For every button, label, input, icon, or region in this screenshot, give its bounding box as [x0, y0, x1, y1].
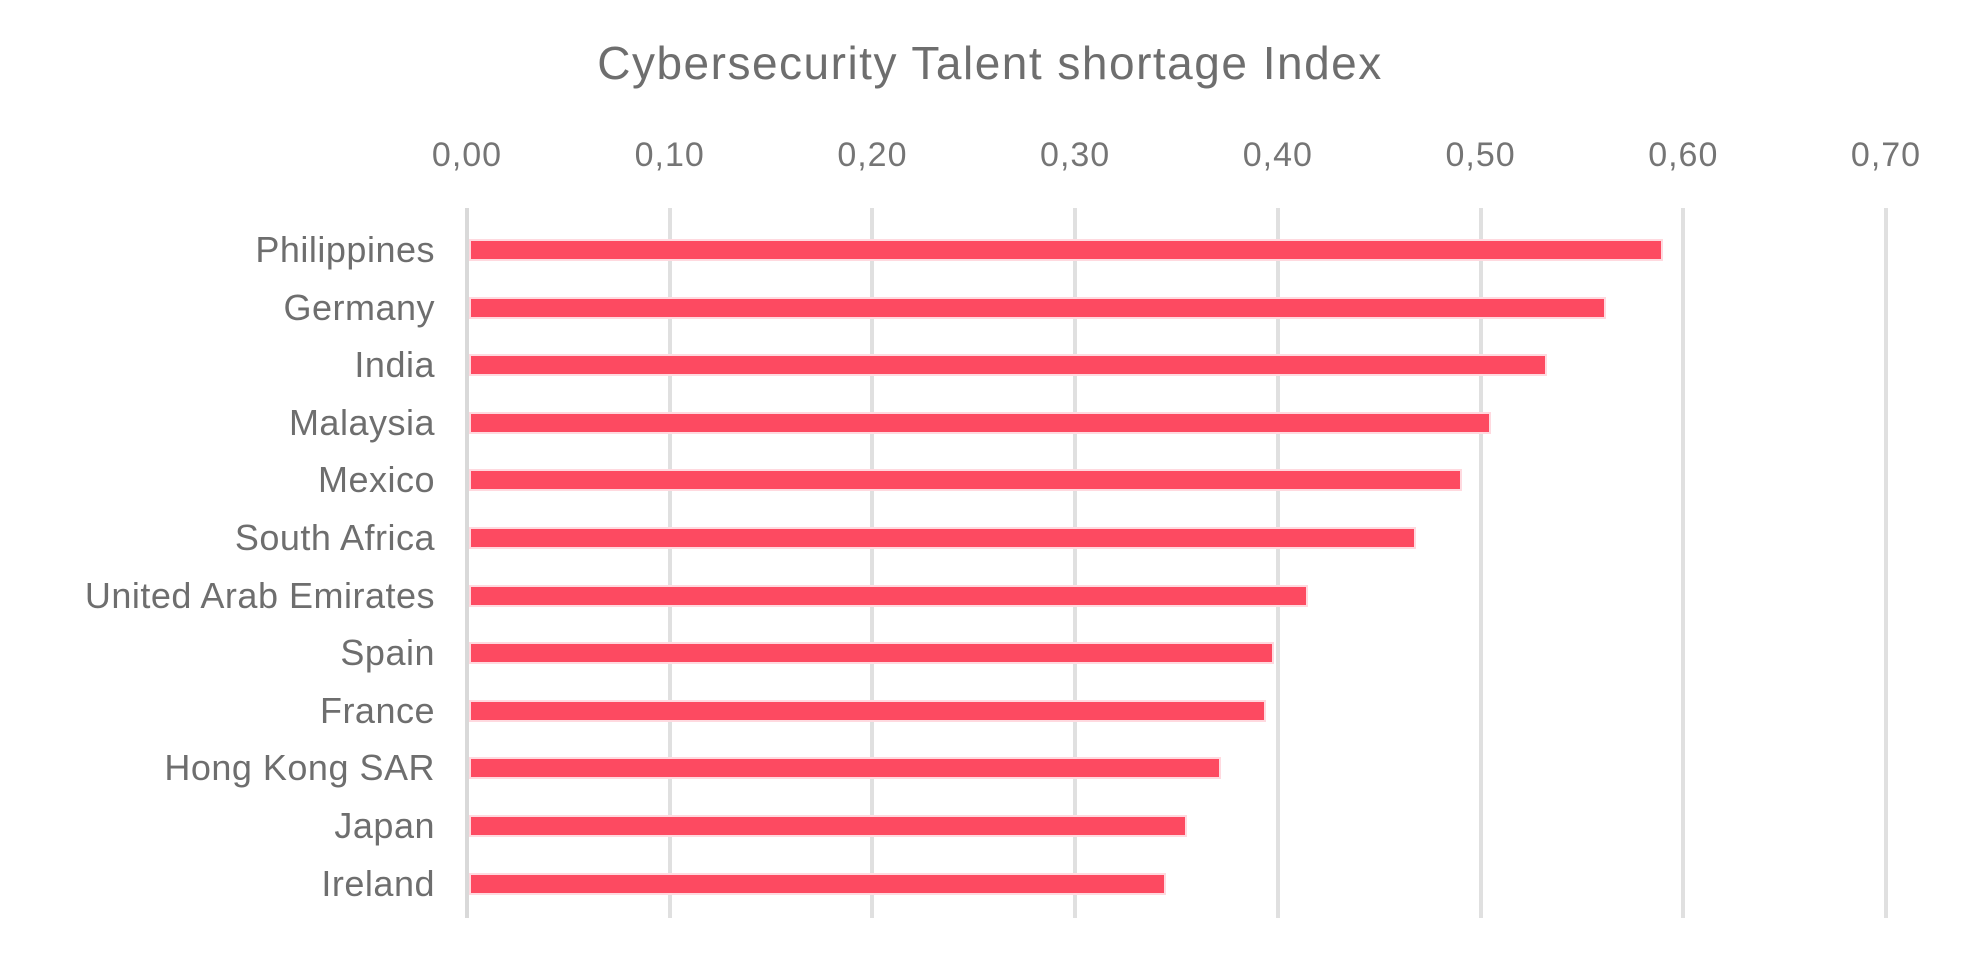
gridline [1681, 208, 1686, 918]
category-label: India [354, 344, 435, 386]
gridline [870, 208, 875, 918]
gridline [1478, 208, 1483, 918]
gridline [1275, 208, 1280, 918]
category-label: Germany [283, 286, 435, 328]
bar [469, 872, 1167, 895]
category-label: Philippines [255, 229, 435, 270]
bar [469, 584, 1309, 607]
x-tick-label: 0,50 [1445, 136, 1516, 174]
bar [469, 239, 1663, 261]
bar [469, 296, 1607, 319]
category-label: South Africa [234, 517, 435, 558]
bar [469, 757, 1222, 780]
x-tick-label: 0,70 [1850, 136, 1922, 174]
bar [469, 411, 1491, 434]
x-tick-label: 0,60 [1648, 136, 1719, 174]
x-tick-label: 0,40 [1242, 136, 1313, 174]
gridline [1884, 208, 1888, 918]
category-label: Ireland [321, 862, 435, 904]
gridline [667, 208, 672, 918]
category-label: United Arab Emirates [84, 574, 435, 616]
gridline [465, 208, 469, 918]
bar [469, 642, 1274, 665]
chart-title: Cybersecurity Talent shortage Index [597, 37, 1383, 89]
x-tick-label: 0,10 [634, 136, 705, 174]
category-label: Malaysia [288, 401, 435, 443]
bar [469, 469, 1463, 492]
bar [469, 815, 1187, 837]
x-tick-label: 0,00 [431, 136, 503, 174]
x-tick-label: 0,20 [837, 136, 908, 174]
category-label: France [319, 689, 435, 731]
bar [469, 527, 1416, 549]
category-label: Mexico [317, 459, 435, 501]
category-label: Japan [334, 805, 435, 846]
category-label: Hong Kong SAR [164, 747, 435, 789]
category-label: Spain [340, 632, 435, 674]
x-tick-label: 0,30 [1040, 136, 1111, 174]
bar [469, 354, 1548, 377]
bar [469, 699, 1266, 722]
gridline [1073, 208, 1078, 918]
